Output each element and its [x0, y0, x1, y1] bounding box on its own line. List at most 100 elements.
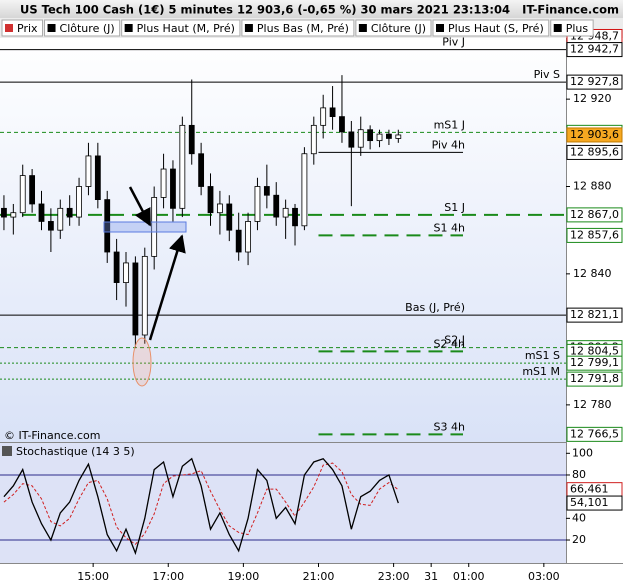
x-tick-label: 23:00	[378, 570, 410, 583]
level-box	[566, 207, 623, 223]
stoch-value-label: 66,461	[570, 483, 609, 496]
stoch-line	[3, 462, 399, 546]
candle-body	[245, 221, 251, 253]
level-label: 12 895,6	[570, 145, 619, 158]
stoch-icon	[2, 446, 12, 456]
legend-swatch	[436, 24, 444, 32]
legend-box	[241, 19, 355, 37]
header-site: IT-Finance.com	[522, 3, 619, 17]
level-box	[566, 426, 623, 442]
candle-body	[132, 262, 139, 336]
candle-body	[301, 153, 308, 227]
candle-body	[357, 129, 364, 148]
price-label: 12 903,6	[570, 128, 619, 141]
legend-label: Clôture (J)	[60, 22, 115, 35]
arrow	[128, 186, 152, 227]
x-tick-label: 01:00	[453, 570, 485, 583]
level-name: Piv 4h	[432, 138, 465, 151]
level-label: 12 804,5	[570, 344, 619, 357]
candle-body	[273, 194, 280, 218]
candle-body	[104, 199, 111, 253]
candle-body	[329, 107, 336, 118]
stoch-line	[3, 457, 399, 556]
y-tick-label: 40	[572, 511, 586, 524]
candle-body	[179, 124, 186, 209]
candle-body	[263, 186, 270, 196]
legend-item: Clôture (J)	[44, 19, 121, 37]
candle-body	[254, 186, 261, 222]
price-box	[566, 127, 623, 143]
legend-swatch	[5, 24, 13, 32]
candle-body	[38, 203, 45, 222]
legend-swatch	[124, 24, 133, 32]
legend-box	[44, 19, 121, 37]
candle-body	[188, 124, 195, 155]
x-tick-label: 15:00	[77, 570, 109, 583]
level-box	[566, 227, 623, 243]
x-tick-label: 31	[424, 570, 438, 583]
y-tick-label: 12 780	[573, 398, 612, 411]
plot-area	[0, 38, 566, 442]
level-name: Piv J	[442, 36, 465, 49]
stoch-title: Stochastique (14 3 5)	[16, 445, 135, 458]
level-label: 12 799,1	[570, 356, 619, 369]
candle-body	[235, 229, 242, 253]
legend-label: Plus Haut (S, Pré)	[448, 22, 544, 35]
candle-body	[160, 168, 167, 198]
level-box	[566, 371, 623, 387]
legend-swatch	[244, 24, 253, 32]
header-bar	[0, 0, 623, 18]
y-tick-label: 80	[572, 468, 586, 481]
level-name: S2 J	[444, 334, 465, 347]
candle-body	[367, 129, 374, 142]
legend-item: Prix	[1, 19, 44, 37]
candle-body	[1, 207, 7, 218]
candle-body	[170, 168, 176, 209]
x-tick-label: 03:00	[528, 570, 560, 583]
candle-body	[395, 134, 402, 139]
candle-body	[217, 203, 223, 214]
y-tick-label: 20	[572, 533, 586, 546]
candle-body	[141, 255, 148, 336]
level-label: 12 927,8	[570, 75, 619, 88]
level-name: mS1 S	[525, 349, 560, 362]
candle-body	[282, 207, 289, 218]
legend-label: Clôture (J)	[371, 22, 426, 35]
candle-body	[66, 207, 73, 218]
candle-body	[85, 155, 92, 187]
legend-box	[121, 19, 241, 37]
legend-label: Prix	[17, 22, 38, 35]
legend-swatch	[47, 24, 56, 32]
level-label: 12 766,5	[570, 427, 619, 440]
candle-body	[29, 175, 36, 205]
watermark: © IT-Finance.com	[4, 429, 101, 442]
legend-label: Plus Haut (M, Pré)	[137, 22, 235, 35]
y-tick-label: 12 840	[573, 267, 612, 280]
level-label: 12 791,8	[570, 372, 619, 385]
candle-body	[386, 133, 392, 139]
x-tick-label: 17:00	[152, 570, 184, 583]
candle-body	[376, 133, 383, 142]
legend-item: Plus Haut (S, Pré)	[432, 19, 550, 37]
candle-body	[76, 186, 82, 218]
level-name: S1 4h	[434, 221, 465, 234]
candle-body	[207, 186, 214, 214]
x-tick-label: 19:00	[228, 570, 260, 583]
candle-body	[94, 155, 101, 201]
legend-item: Clôture (J)	[355, 19, 432, 37]
level-label: 12 867,0	[570, 208, 619, 221]
candle-body	[339, 116, 345, 133]
y-tick-label: 12 920	[573, 92, 612, 105]
candle-body	[123, 262, 129, 283]
level-label: 12 857,6	[570, 228, 619, 241]
level-box	[566, 144, 623, 160]
candle-body	[226, 203, 233, 231]
y-tick-label: 100	[572, 446, 593, 459]
candle-body	[310, 124, 317, 155]
level-box	[566, 355, 623, 371]
candle-body	[151, 197, 158, 257]
candle-body	[47, 221, 54, 231]
candle-body	[292, 207, 298, 227]
stoch-value-box	[566, 495, 623, 511]
highlight-ellipse	[132, 337, 152, 387]
